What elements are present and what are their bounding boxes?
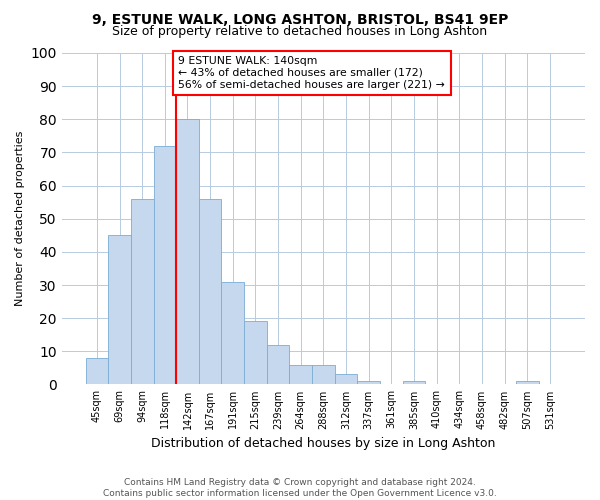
Text: Contains HM Land Registry data © Crown copyright and database right 2024.
Contai: Contains HM Land Registry data © Crown c… <box>103 478 497 498</box>
Bar <box>221 282 244 385</box>
Bar <box>154 146 176 384</box>
Bar <box>86 358 108 384</box>
Bar <box>335 374 358 384</box>
Bar <box>358 381 380 384</box>
Bar <box>403 381 425 384</box>
Bar <box>267 344 289 385</box>
Bar <box>131 199 154 384</box>
Text: Size of property relative to detached houses in Long Ashton: Size of property relative to detached ho… <box>112 25 488 38</box>
Bar <box>199 199 221 384</box>
Text: 9, ESTUNE WALK, LONG ASHTON, BRISTOL, BS41 9EP: 9, ESTUNE WALK, LONG ASHTON, BRISTOL, BS… <box>92 12 508 26</box>
Bar <box>244 322 267 384</box>
Bar <box>312 364 335 384</box>
Text: 9 ESTUNE WALK: 140sqm
← 43% of detached houses are smaller (172)
56% of semi-det: 9 ESTUNE WALK: 140sqm ← 43% of detached … <box>178 56 445 90</box>
Bar <box>516 381 539 384</box>
Bar <box>176 120 199 384</box>
Bar <box>108 236 131 384</box>
Bar <box>289 364 312 384</box>
X-axis label: Distribution of detached houses by size in Long Ashton: Distribution of detached houses by size … <box>151 437 496 450</box>
Y-axis label: Number of detached properties: Number of detached properties <box>15 131 25 306</box>
